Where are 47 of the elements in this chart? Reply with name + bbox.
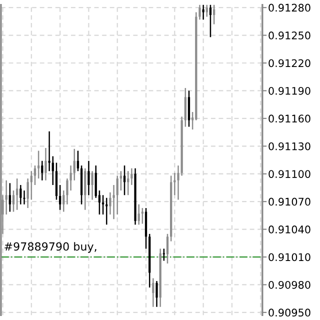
y-tick-label: 0.91040 (268, 226, 310, 234)
y-tick-label: 0.91220 (268, 59, 310, 68)
candlestick (37, 150, 40, 180)
candlestick (152, 278, 154, 308)
candlestick (188, 90, 190, 128)
ref-line-label: #97889790 buy, (4, 242, 96, 253)
candlestick (94, 164, 97, 198)
candlestick (209, 4, 212, 38)
candlestick (16, 178, 18, 211)
candlestick (184, 87, 186, 128)
candlestick (138, 204, 140, 226)
candlestick (88, 160, 90, 196)
y-tick-label: 0.91100 (268, 170, 310, 178)
candlestick (141, 207, 144, 224)
candlestick (26, 178, 29, 209)
candlestick (156, 280, 158, 308)
candlestick (130, 168, 133, 186)
y-tick-label: 0.91190 (268, 86, 310, 95)
candlestick (116, 175, 118, 216)
candlestick (206, 4, 208, 18)
candlestick (73, 148, 76, 181)
candlestick (91, 170, 94, 200)
y-tick-label: 0.90980 (268, 280, 310, 289)
candlestick (30, 170, 32, 200)
candlestick (58, 184, 62, 211)
candlestick (20, 184, 22, 205)
candlestick (41, 160, 44, 181)
candlestick (166, 233, 169, 264)
candlestick (12, 190, 15, 212)
candlestick (48, 130, 50, 172)
candlestick (212, 4, 216, 25)
y-tick-label: 0.91280 (268, 4, 310, 12)
y-tick-label: 0.90950 (268, 308, 310, 317)
candlestick (76, 150, 80, 172)
y-tick-label: 0.91250 (268, 32, 310, 40)
candlestick (120, 170, 122, 192)
candlestick (123, 164, 126, 196)
candlestick (102, 194, 104, 216)
candlestick (5, 180, 8, 216)
candlestick (52, 156, 54, 186)
y-tick-label: 0.91010 (268, 253, 310, 262)
candlestick (8, 182, 11, 212)
y-tick-label: 0.91130 (268, 142, 310, 150)
y-tick-label: 0.91070 (268, 198, 310, 206)
y-tick-label: 0.91160 (268, 114, 310, 123)
candlestick (44, 147, 47, 181)
candlestick (202, 4, 204, 20)
